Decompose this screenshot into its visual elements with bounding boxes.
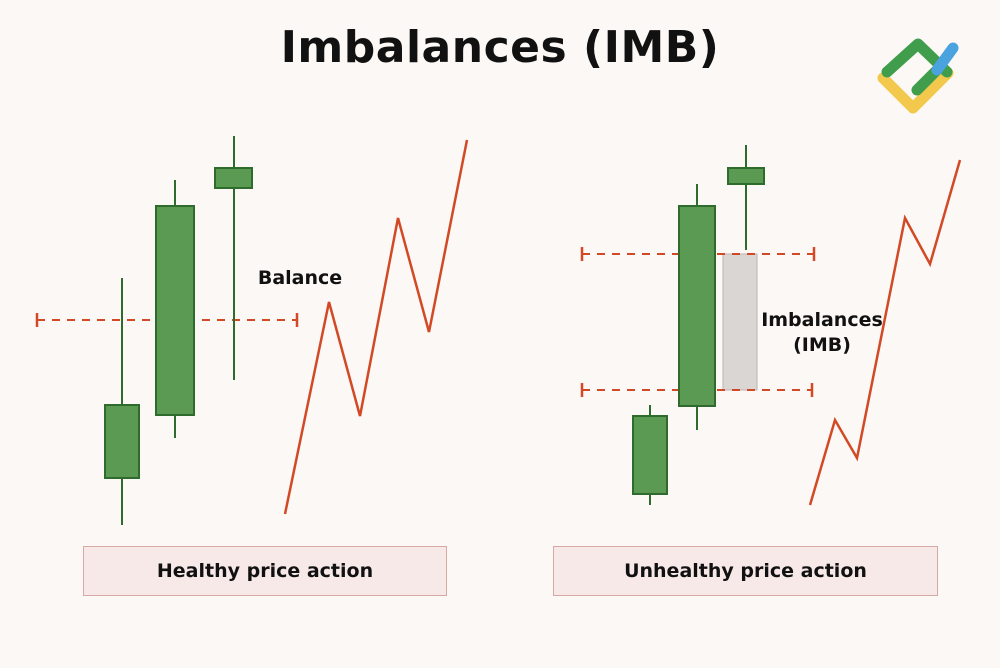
price-zigzag-line: [283, 139, 469, 515]
candle: [727, 145, 765, 250]
candle: [104, 278, 140, 525]
healthy-panel: [35, 136, 469, 525]
candle: [678, 184, 716, 430]
imbalance-label: Imbalances (IMB): [752, 308, 892, 358]
candle: [214, 136, 253, 380]
candle: [632, 405, 668, 505]
candle: [155, 180, 195, 438]
page-title: Imbalances (IMB): [280, 22, 720, 73]
unhealthy-panel: [580, 145, 962, 506]
imbalance-label-line2: (IMB): [793, 334, 851, 356]
healthy-caption: Healthy price action: [83, 546, 447, 596]
price-zigzag-line: [808, 159, 962, 506]
unhealthy-caption: Unhealthy price action: [553, 546, 938, 596]
brand-logo-icon: [877, 38, 959, 114]
balance-label: Balance: [257, 267, 343, 289]
imbalance-label-line1: Imbalances: [761, 309, 883, 331]
